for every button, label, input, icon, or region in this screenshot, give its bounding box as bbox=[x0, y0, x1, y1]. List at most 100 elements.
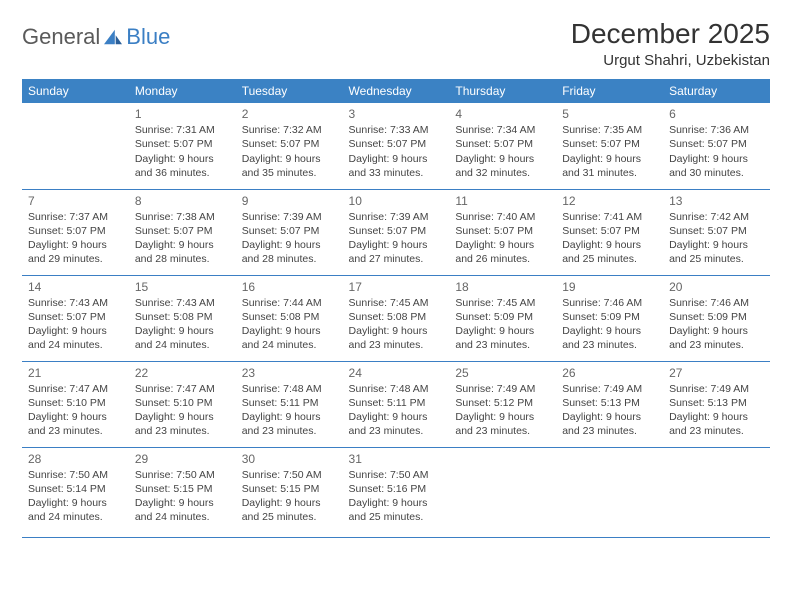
calendar-cell: 13Sunrise: 7:42 AMSunset: 5:07 PMDayligh… bbox=[663, 189, 770, 275]
daylight-line: Daylight: 9 hours and 23 minutes. bbox=[455, 324, 550, 352]
daylight-line: Daylight: 9 hours and 26 minutes. bbox=[455, 238, 550, 266]
daylight-line: Daylight: 9 hours and 31 minutes. bbox=[562, 152, 657, 180]
calendar-table: Sunday Monday Tuesday Wednesday Thursday… bbox=[22, 79, 770, 538]
day-number: 30 bbox=[242, 451, 337, 467]
calendar-cell: 17Sunrise: 7:45 AMSunset: 5:08 PMDayligh… bbox=[343, 275, 450, 361]
sunrise-line: Sunrise: 7:43 AM bbox=[135, 296, 230, 310]
sunset-line: Sunset: 5:07 PM bbox=[28, 224, 123, 238]
calendar-cell: 24Sunrise: 7:48 AMSunset: 5:11 PMDayligh… bbox=[343, 361, 450, 447]
sunrise-line: Sunrise: 7:48 AM bbox=[242, 382, 337, 396]
sunrise-line: Sunrise: 7:34 AM bbox=[455, 123, 550, 137]
sunrise-line: Sunrise: 7:42 AM bbox=[669, 210, 764, 224]
location-label: Urgut Shahri, Uzbekistan bbox=[571, 52, 770, 69]
calendar-cell bbox=[663, 447, 770, 537]
calendar-cell: 8Sunrise: 7:38 AMSunset: 5:07 PMDaylight… bbox=[129, 189, 236, 275]
calendar-row: 21Sunrise: 7:47 AMSunset: 5:10 PMDayligh… bbox=[22, 361, 770, 447]
calendar-cell: 20Sunrise: 7:46 AMSunset: 5:09 PMDayligh… bbox=[663, 275, 770, 361]
sunrise-line: Sunrise: 7:50 AM bbox=[28, 468, 123, 482]
sunset-line: Sunset: 5:10 PM bbox=[135, 396, 230, 410]
sunset-line: Sunset: 5:07 PM bbox=[455, 224, 550, 238]
day-number: 23 bbox=[242, 365, 337, 381]
page: General Blue December 2025 Urgut Shahri,… bbox=[0, 0, 792, 548]
sunrise-line: Sunrise: 7:49 AM bbox=[669, 382, 764, 396]
daylight-line: Daylight: 9 hours and 23 minutes. bbox=[242, 410, 337, 438]
sunset-line: Sunset: 5:07 PM bbox=[455, 137, 550, 151]
day-number: 7 bbox=[28, 193, 123, 209]
sunrise-line: Sunrise: 7:37 AM bbox=[28, 210, 123, 224]
sunset-line: Sunset: 5:10 PM bbox=[28, 396, 123, 410]
sunset-line: Sunset: 5:16 PM bbox=[349, 482, 444, 496]
sunrise-line: Sunrise: 7:47 AM bbox=[28, 382, 123, 396]
sunset-line: Sunset: 5:13 PM bbox=[562, 396, 657, 410]
sunset-line: Sunset: 5:07 PM bbox=[349, 224, 444, 238]
day-number: 5 bbox=[562, 106, 657, 122]
day-number: 4 bbox=[455, 106, 550, 122]
calendar-body: 1Sunrise: 7:31 AMSunset: 5:07 PMDaylight… bbox=[22, 103, 770, 537]
calendar-cell: 9Sunrise: 7:39 AMSunset: 5:07 PMDaylight… bbox=[236, 189, 343, 275]
day-number: 25 bbox=[455, 365, 550, 381]
sunrise-line: Sunrise: 7:43 AM bbox=[28, 296, 123, 310]
sunrise-line: Sunrise: 7:44 AM bbox=[242, 296, 337, 310]
sunrise-line: Sunrise: 7:32 AM bbox=[242, 123, 337, 137]
calendar-cell: 22Sunrise: 7:47 AMSunset: 5:10 PMDayligh… bbox=[129, 361, 236, 447]
day-number: 26 bbox=[562, 365, 657, 381]
daylight-line: Daylight: 9 hours and 23 minutes. bbox=[562, 410, 657, 438]
day-number: 22 bbox=[135, 365, 230, 381]
header: General Blue December 2025 Urgut Shahri,… bbox=[22, 18, 770, 69]
calendar-cell: 30Sunrise: 7:50 AMSunset: 5:15 PMDayligh… bbox=[236, 447, 343, 537]
daylight-line: Daylight: 9 hours and 23 minutes. bbox=[669, 410, 764, 438]
daylight-line: Daylight: 9 hours and 25 minutes. bbox=[562, 238, 657, 266]
daylight-line: Daylight: 9 hours and 33 minutes. bbox=[349, 152, 444, 180]
daylight-line: Daylight: 9 hours and 28 minutes. bbox=[242, 238, 337, 266]
daylight-line: Daylight: 9 hours and 32 minutes. bbox=[455, 152, 550, 180]
day-number: 15 bbox=[135, 279, 230, 295]
daylight-line: Daylight: 9 hours and 23 minutes. bbox=[349, 410, 444, 438]
daylight-line: Daylight: 9 hours and 30 minutes. bbox=[669, 152, 764, 180]
calendar-cell: 14Sunrise: 7:43 AMSunset: 5:07 PMDayligh… bbox=[22, 275, 129, 361]
title-block: December 2025 Urgut Shahri, Uzbekistan bbox=[571, 18, 770, 69]
sunrise-line: Sunrise: 7:36 AM bbox=[669, 123, 764, 137]
page-title: December 2025 bbox=[571, 18, 770, 50]
day-number: 9 bbox=[242, 193, 337, 209]
day-header: Wednesday bbox=[343, 79, 450, 103]
day-number: 21 bbox=[28, 365, 123, 381]
calendar-cell: 28Sunrise: 7:50 AMSunset: 5:14 PMDayligh… bbox=[22, 447, 129, 537]
day-header: Friday bbox=[556, 79, 663, 103]
day-number: 14 bbox=[28, 279, 123, 295]
sunset-line: Sunset: 5:08 PM bbox=[349, 310, 444, 324]
daylight-line: Daylight: 9 hours and 27 minutes. bbox=[349, 238, 444, 266]
sunrise-line: Sunrise: 7:46 AM bbox=[562, 296, 657, 310]
sunrise-line: Sunrise: 7:48 AM bbox=[349, 382, 444, 396]
calendar-cell: 10Sunrise: 7:39 AMSunset: 5:07 PMDayligh… bbox=[343, 189, 450, 275]
day-header: Tuesday bbox=[236, 79, 343, 103]
day-number: 11 bbox=[455, 193, 550, 209]
sunset-line: Sunset: 5:07 PM bbox=[135, 224, 230, 238]
logo-text-2: Blue bbox=[126, 24, 170, 50]
calendar-cell: 18Sunrise: 7:45 AMSunset: 5:09 PMDayligh… bbox=[449, 275, 556, 361]
calendar-head: Sunday Monday Tuesday Wednesday Thursday… bbox=[22, 79, 770, 103]
calendar-cell bbox=[22, 103, 129, 189]
sunrise-line: Sunrise: 7:50 AM bbox=[349, 468, 444, 482]
sunset-line: Sunset: 5:14 PM bbox=[28, 482, 123, 496]
sunrise-line: Sunrise: 7:39 AM bbox=[349, 210, 444, 224]
sunrise-line: Sunrise: 7:45 AM bbox=[349, 296, 444, 310]
daylight-line: Daylight: 9 hours and 23 minutes. bbox=[135, 410, 230, 438]
calendar-cell: 4Sunrise: 7:34 AMSunset: 5:07 PMDaylight… bbox=[449, 103, 556, 189]
sunrise-line: Sunrise: 7:40 AM bbox=[455, 210, 550, 224]
logo-sail-icon bbox=[102, 28, 124, 46]
day-number: 2 bbox=[242, 106, 337, 122]
calendar-cell: 5Sunrise: 7:35 AMSunset: 5:07 PMDaylight… bbox=[556, 103, 663, 189]
daylight-line: Daylight: 9 hours and 24 minutes. bbox=[135, 324, 230, 352]
calendar-cell: 27Sunrise: 7:49 AMSunset: 5:13 PMDayligh… bbox=[663, 361, 770, 447]
sunset-line: Sunset: 5:08 PM bbox=[135, 310, 230, 324]
sunset-line: Sunset: 5:12 PM bbox=[455, 396, 550, 410]
daylight-line: Daylight: 9 hours and 29 minutes. bbox=[28, 238, 123, 266]
calendar-row: 1Sunrise: 7:31 AMSunset: 5:07 PMDaylight… bbox=[22, 103, 770, 189]
calendar-cell: 23Sunrise: 7:48 AMSunset: 5:11 PMDayligh… bbox=[236, 361, 343, 447]
sunset-line: Sunset: 5:15 PM bbox=[135, 482, 230, 496]
daylight-line: Daylight: 9 hours and 25 minutes. bbox=[669, 238, 764, 266]
sunset-line: Sunset: 5:07 PM bbox=[669, 224, 764, 238]
daylight-line: Daylight: 9 hours and 24 minutes. bbox=[28, 496, 123, 524]
sunrise-line: Sunrise: 7:49 AM bbox=[455, 382, 550, 396]
sunset-line: Sunset: 5:11 PM bbox=[242, 396, 337, 410]
